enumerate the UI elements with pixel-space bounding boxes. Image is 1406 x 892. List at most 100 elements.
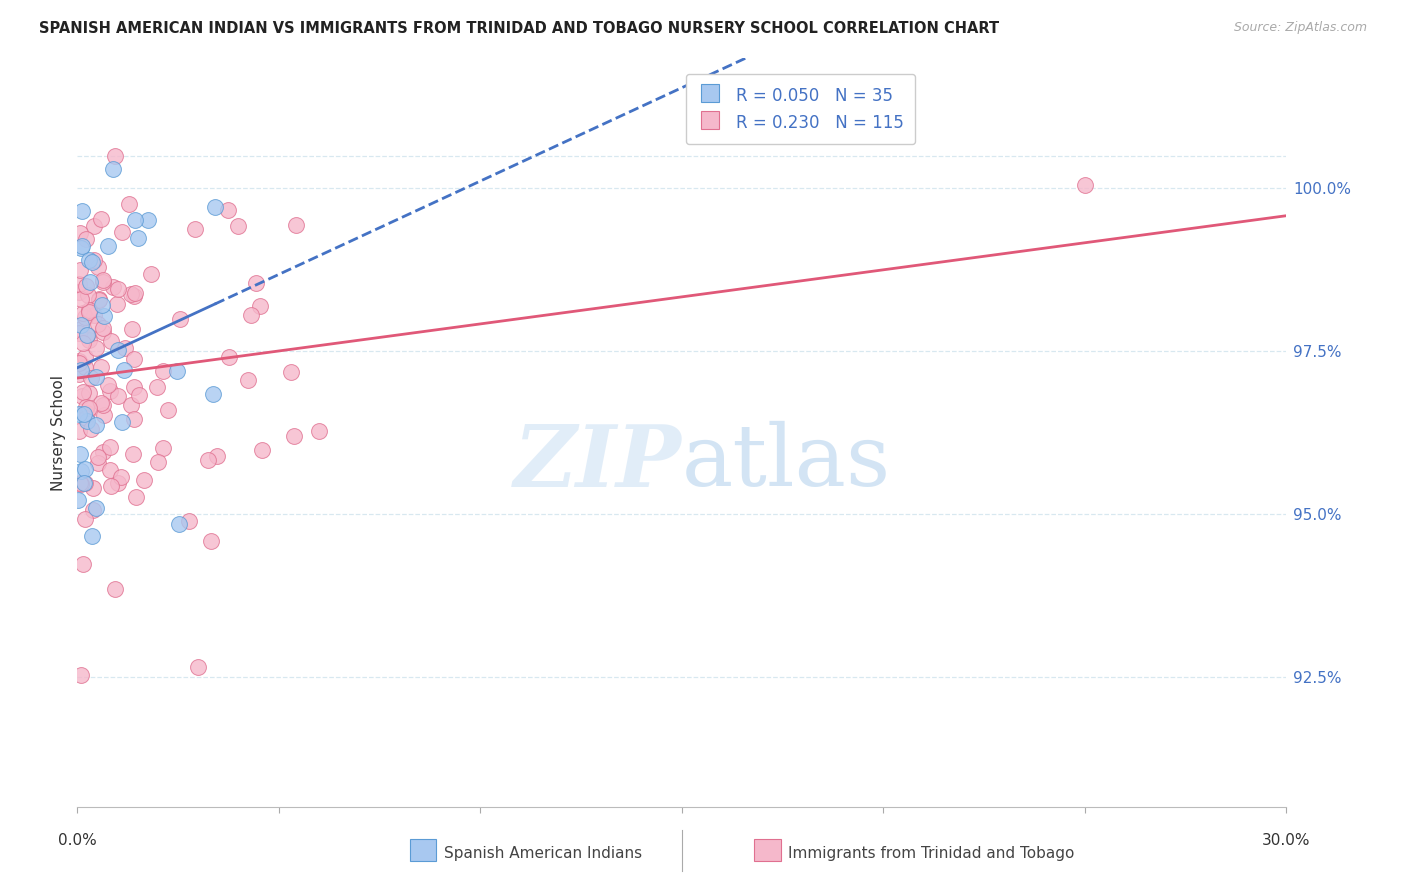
Point [122, 379, 145, 393]
Point [120, 398, 142, 412]
Point [76, 328, 98, 343]
Point [69, 476, 91, 491]
Point [77, 252, 100, 267]
Text: ZIP: ZIP [515, 421, 682, 504]
Point [90, 395, 112, 409]
Point [120, 286, 142, 301]
Point [166, 364, 188, 378]
FancyBboxPatch shape [755, 838, 782, 861]
Point [72, 389, 94, 403]
Point [93, 309, 115, 323]
Legend: R = 0.050   N = 35, R = 0.230   N = 115: R = 0.050 N = 35, R = 0.230 N = 115 [686, 74, 915, 145]
Point [107, 282, 129, 296]
Point [205, 449, 228, 463]
Point [204, 200, 226, 214]
Point [91, 273, 114, 287]
Point [75, 411, 97, 425]
Point [87, 292, 110, 306]
Point [121, 322, 143, 336]
Point [250, 443, 273, 458]
Point [122, 412, 145, 426]
Point [80, 371, 103, 385]
Point [67, 407, 90, 421]
Point [91, 276, 114, 290]
Point [91, 297, 114, 311]
Point [67, 368, 90, 382]
Point [67, 285, 90, 300]
Point [79, 276, 101, 290]
Point [152, 364, 174, 378]
Y-axis label: Nursery School: Nursery School [51, 375, 66, 491]
Point [73, 462, 96, 476]
Point [72, 385, 94, 400]
Point [72, 335, 94, 350]
Point [77, 305, 100, 319]
Point [79, 385, 101, 400]
Point [69, 464, 91, 478]
Point [76, 327, 98, 342]
Text: Source: ZipAtlas.com: Source: ZipAtlas.com [1233, 21, 1367, 34]
Point [169, 312, 191, 326]
Text: Spanish American Indians: Spanish American Indians [444, 847, 641, 861]
Text: Immigrants from Trinidad and Tobago: Immigrants from Trinidad and Tobago [789, 847, 1074, 861]
Point [67, 326, 90, 341]
Point [69, 322, 91, 336]
Point [100, 384, 122, 399]
Point [128, 388, 150, 402]
Point [80, 255, 103, 269]
Point [280, 366, 302, 380]
Point [67, 356, 90, 370]
Point [202, 386, 225, 401]
Point [70, 204, 93, 219]
Point [104, 582, 127, 596]
Point [107, 343, 129, 358]
Point [77, 333, 100, 347]
FancyBboxPatch shape [411, 838, 436, 861]
Point [98, 463, 121, 477]
Point [118, 197, 141, 211]
Point [76, 406, 98, 420]
Point [114, 341, 136, 355]
Point [134, 473, 156, 487]
Point [97, 378, 120, 392]
Point [75, 360, 97, 375]
Point [70, 318, 93, 333]
Point [283, 429, 305, 443]
Point [83, 219, 105, 233]
Point [239, 308, 262, 322]
Point [187, 659, 209, 673]
Point [84, 417, 107, 432]
Point [73, 512, 96, 526]
Point [111, 416, 134, 430]
Point [86, 501, 108, 516]
Point [73, 407, 96, 421]
Point [217, 202, 239, 217]
Point [238, 373, 260, 387]
Point [69, 475, 91, 490]
Point [228, 219, 250, 234]
Point [73, 350, 96, 364]
Point [122, 447, 145, 461]
Point [103, 161, 125, 176]
Point [245, 276, 267, 290]
Point [77, 302, 100, 317]
Point [89, 293, 111, 308]
Point [83, 308, 105, 322]
Point [152, 441, 174, 455]
Point [156, 402, 179, 417]
Point [91, 398, 114, 412]
Point [107, 389, 129, 403]
Point [70, 239, 93, 253]
Point [98, 440, 121, 454]
Point [107, 475, 129, 490]
Point [103, 279, 125, 293]
Point [93, 408, 115, 422]
Point [100, 479, 122, 493]
Text: 30.0%: 30.0% [1263, 833, 1310, 848]
Point [177, 514, 200, 528]
Point [70, 241, 93, 255]
Point [100, 334, 122, 348]
Point [127, 230, 149, 244]
Point [84, 342, 107, 356]
Point [218, 350, 240, 364]
